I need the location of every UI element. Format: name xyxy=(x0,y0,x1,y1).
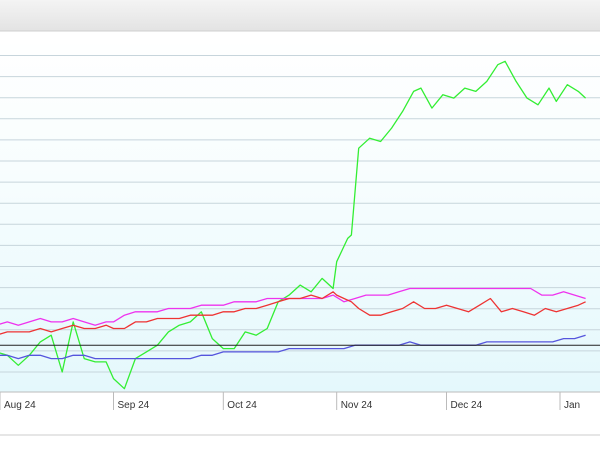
series-line-1 xyxy=(0,60,587,390)
x-tick-label: Oct 24 xyxy=(227,400,257,411)
x-axis-labels: Aug 24 Sep 24 Oct 24 Nov 24 Dec 24 Jan xyxy=(4,400,580,411)
x-tick-label: Aug 24 xyxy=(4,400,36,411)
series-lines xyxy=(0,60,587,390)
series-line-3 xyxy=(0,291,586,335)
series-line-2 xyxy=(0,287,586,326)
x-tick-label: Jan xyxy=(564,400,580,411)
x-tick-label: Nov 24 xyxy=(341,400,373,411)
top-toolbar-band xyxy=(0,0,600,31)
x-axis-ticks xyxy=(0,392,561,410)
gridlines xyxy=(0,55,600,373)
plot-background xyxy=(0,38,600,392)
x-tick-label: Sep 24 xyxy=(118,400,150,411)
x-tick-label: Dec 24 xyxy=(451,400,483,411)
series-line-4 xyxy=(0,334,586,360)
